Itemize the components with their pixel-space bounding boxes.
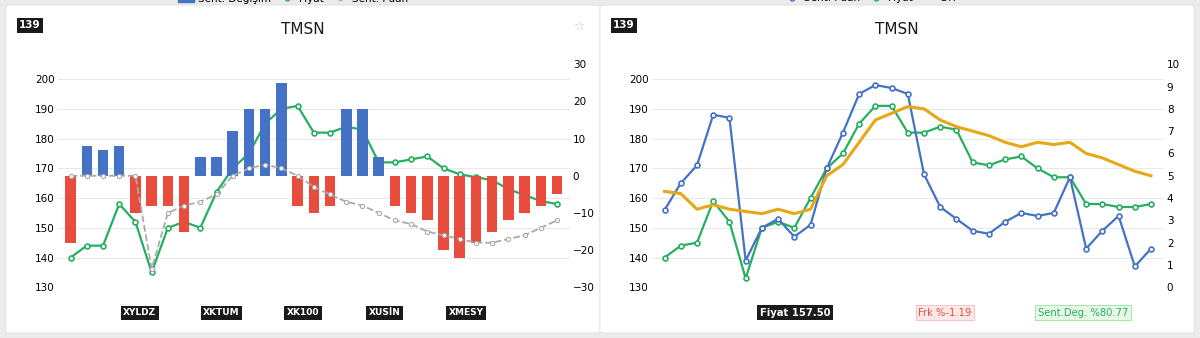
Bar xyxy=(373,157,384,176)
Bar xyxy=(114,146,125,176)
Bar xyxy=(325,176,335,206)
Text: XUSİN: XUSİN xyxy=(368,308,401,317)
Bar xyxy=(503,176,514,220)
Text: ☆: ☆ xyxy=(574,20,584,33)
Bar xyxy=(552,176,563,194)
Text: Frk %-1.19: Frk %-1.19 xyxy=(918,308,972,318)
Text: TMSN: TMSN xyxy=(281,22,325,37)
Bar xyxy=(162,176,173,206)
Bar xyxy=(341,109,352,176)
Bar xyxy=(196,157,205,176)
Bar xyxy=(228,131,238,176)
Bar xyxy=(487,176,498,232)
Bar xyxy=(535,176,546,206)
Text: XKTUM: XKTUM xyxy=(203,308,240,317)
Bar xyxy=(406,176,416,213)
Bar xyxy=(438,176,449,250)
Bar xyxy=(390,176,400,206)
Bar xyxy=(211,157,222,176)
Text: XYLDZ: XYLDZ xyxy=(124,308,156,317)
Bar xyxy=(130,176,140,213)
Bar xyxy=(260,109,270,176)
Bar xyxy=(276,83,287,176)
Bar xyxy=(146,176,157,206)
Text: TMSN: TMSN xyxy=(875,22,919,37)
Bar xyxy=(293,176,302,206)
Text: 139: 139 xyxy=(613,20,635,30)
Legend: Sent. Değişim, Fiyat, Sent. Puan: Sent. Değişim, Fiyat, Sent. Puan xyxy=(174,0,413,8)
Bar xyxy=(455,176,466,258)
Bar xyxy=(520,176,530,213)
Legend: Sent. Puan, Fiyat, STP: Sent. Puan, Fiyat, STP xyxy=(780,0,964,7)
Text: Fiyat 157.50: Fiyat 157.50 xyxy=(760,308,830,318)
Bar xyxy=(82,146,92,176)
Text: XK100: XK100 xyxy=(287,308,319,317)
Bar xyxy=(358,109,367,176)
Bar xyxy=(179,176,190,232)
Bar xyxy=(97,150,108,176)
Bar xyxy=(308,176,319,213)
Bar xyxy=(422,176,432,220)
Text: Sent.Deg. %80.77: Sent.Deg. %80.77 xyxy=(1038,308,1128,318)
Text: 139: 139 xyxy=(19,20,41,30)
Text: XMESY: XMESY xyxy=(449,308,484,317)
Bar xyxy=(470,176,481,243)
Bar xyxy=(244,109,254,176)
Bar xyxy=(65,176,76,243)
